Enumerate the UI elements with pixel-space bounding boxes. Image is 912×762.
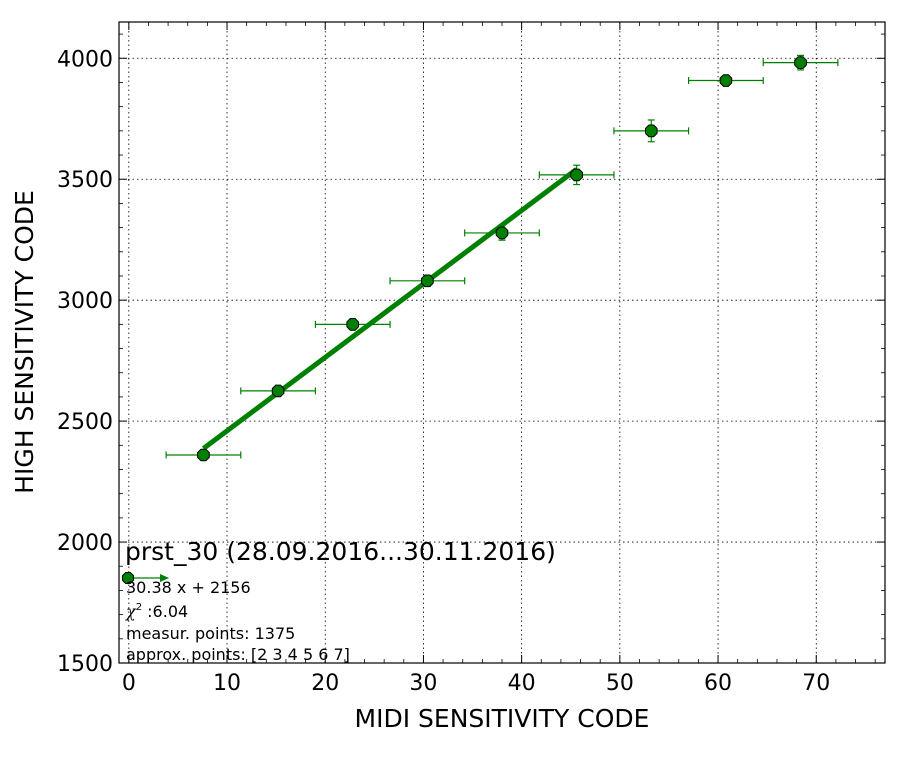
legend-arrow-head: [160, 574, 169, 582]
data-point: [197, 448, 210, 462]
legend-marker: [122, 572, 169, 584]
x-tick-label: 10: [213, 671, 241, 696]
y-tick-label: 1500: [57, 652, 113, 677]
data-point: [719, 74, 733, 87]
x-tick-label: 60: [704, 671, 732, 696]
x-axis-label: MIDI SENSITIVITY CODE: [355, 704, 650, 733]
data-point: [794, 56, 807, 69]
y-tick-label: 3500: [57, 168, 113, 193]
annotation-title: prst_30 (28.09.2016...30.11.2016): [125, 537, 556, 566]
annotation: prst_30 (28.09.2016...30.11.2016) 30.38 …: [122, 537, 556, 664]
y-tick-label: 2000: [57, 531, 113, 556]
data-point: [495, 226, 509, 240]
data-point: [570, 168, 583, 182]
annotation-approx-points: approx. points: [2 3 4 5 6 7]: [126, 645, 350, 664]
annotation-equation: 30.38 x + 2156: [126, 578, 251, 597]
chi2-symbol: χ: [125, 602, 137, 621]
data-points: [197, 56, 807, 462]
legend-marker-point: [122, 572, 134, 584]
y-tick-label: 4000: [57, 47, 113, 72]
annotation-measur-points: measur. points: 1375: [126, 624, 295, 643]
tick-labels: 0 10 20 30 40 50 60 70 1500 2000 2500 3000 3500 4000: [57, 47, 830, 696]
fit-line: [201, 167, 579, 451]
fit-line-layer: [201, 167, 579, 451]
chi2-value: :6.04: [142, 602, 188, 621]
y-axis-label: HIGH SENSITIVITY CODE: [10, 190, 39, 494]
data-point: [346, 318, 359, 331]
x-tick-label: 50: [606, 671, 634, 696]
plot-background: [119, 22, 885, 663]
grid: [119, 22, 885, 663]
data-point: [271, 384, 285, 398]
data-point: [421, 274, 434, 288]
annotation-chi2: χ2 :6.04: [125, 602, 188, 621]
y-tick-label: 3000: [57, 289, 113, 314]
x-tick-label: 70: [802, 671, 830, 696]
data-point: [645, 124, 658, 138]
y-tick-label: 2500: [57, 410, 113, 435]
x-tick-label: 0: [122, 671, 136, 696]
x-tick-label: 30: [409, 671, 437, 696]
ticks: [119, 22, 885, 664]
chi2-superscript: 2: [136, 602, 142, 613]
x-tick-label: 20: [311, 671, 339, 696]
x-tick-label: 40: [508, 671, 536, 696]
